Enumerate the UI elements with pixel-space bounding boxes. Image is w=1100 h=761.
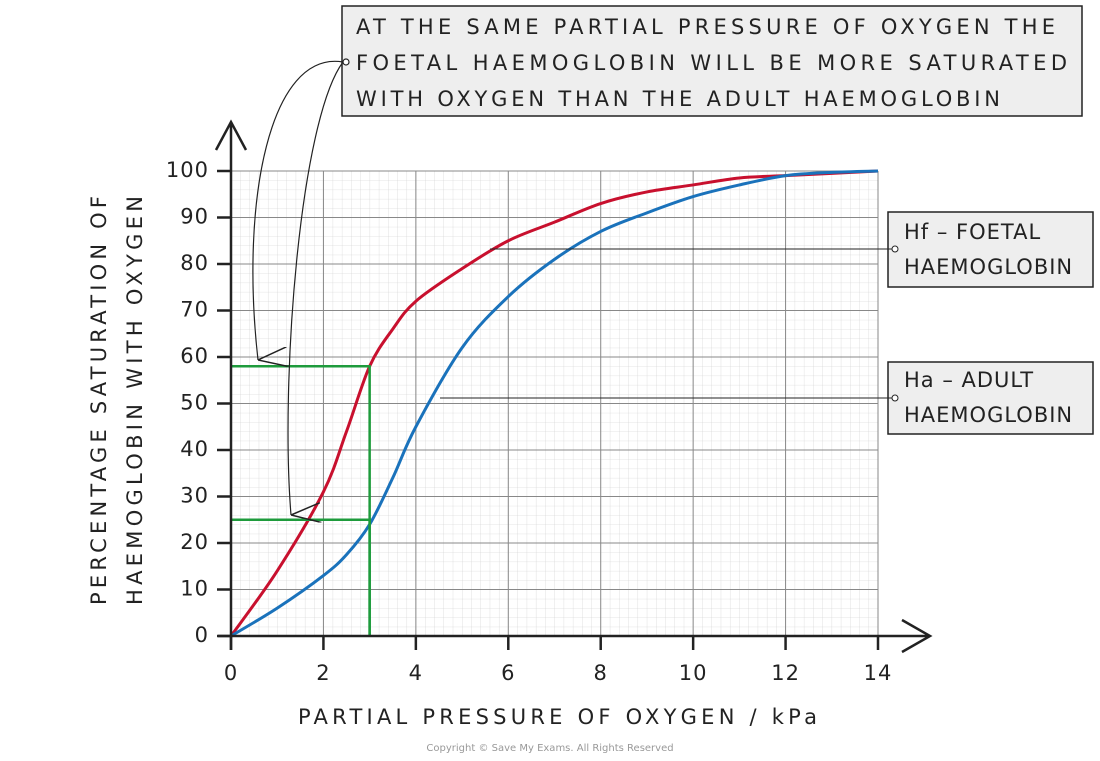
curve (230, 169, 879, 638)
y-tick-label: 50 (180, 391, 209, 415)
reference-line (231, 518, 371, 636)
copyright: Copyright © Save My Exams. All Rights Re… (426, 743, 673, 754)
y-axis-label: HAEMOGLOBIN WITH OXYGEN (123, 195, 147, 605)
x-tick-label: 8 (594, 661, 608, 685)
x-tick-label: 0 (224, 661, 238, 685)
label-text: HAEMOGLOBIN (904, 403, 1073, 427)
x-tick-label: 4 (409, 661, 423, 685)
annotation-text: AT THE SAME PARTIAL PRESSURE OF OXYGEN T… (356, 15, 1056, 39)
x-tick-label: 6 (501, 661, 515, 685)
y-axis-label: PERCENTAGE SATURATION OF (87, 195, 111, 605)
annotation-text: WITH OXYGEN THAN THE ADULT HAEMOGLOBIN (356, 87, 1001, 111)
x-axis-label: PARTIAL PRESSURE OF OXYGEN / kPa (298, 705, 818, 729)
leader-lines (440, 245, 899, 402)
y-tick-label: 10 (180, 577, 209, 601)
y-tick-label: 90 (180, 205, 209, 229)
x-tick-label: 14 (864, 661, 893, 685)
y-tick-label: 0 (195, 623, 209, 647)
y-tick-label: 20 (180, 530, 209, 554)
x-tick-label: 2 (316, 661, 330, 685)
annotation-arrows (252, 58, 350, 515)
x-tick-label: 12 (771, 661, 800, 685)
y-tick-label: 80 (180, 251, 209, 275)
label-text: Ha – ADULT (904, 368, 1034, 392)
annotation-text: FOETAL HAEMOGLOBIN WILL BE MORE SATURATE… (356, 51, 1068, 75)
y-tick-label: 40 (180, 437, 209, 461)
label-text: HAEMOGLOBIN (904, 255, 1073, 279)
y-tick-label: 30 (180, 484, 209, 508)
curve (229, 169, 879, 637)
label-box (887, 361, 1094, 435)
y-tick-label: 70 (180, 298, 209, 322)
label-box (887, 211, 1094, 288)
x-tick-label: 10 (679, 661, 708, 685)
y-tick-label: 60 (180, 344, 209, 368)
label-text: Hf – FOETAL (904, 220, 1041, 244)
y-tick-label: 100 (166, 158, 209, 182)
annotation-box (341, 5, 1083, 117)
axes (214, 119, 933, 654)
